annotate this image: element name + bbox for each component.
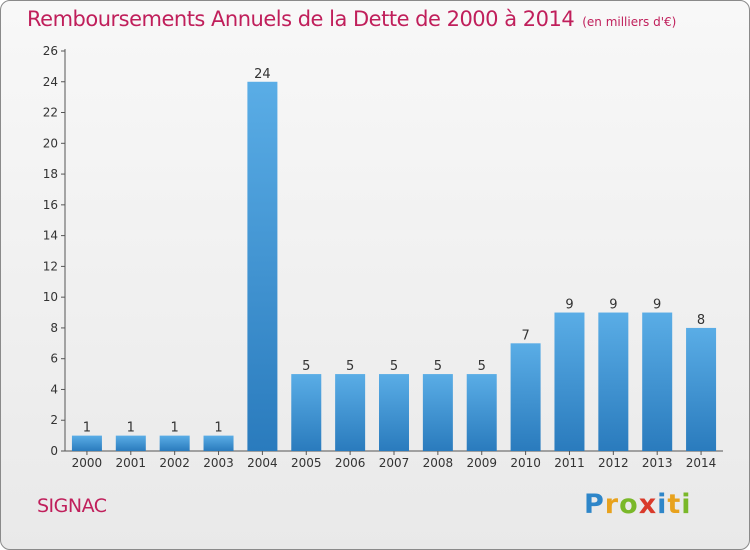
x-tick-label: 2009 — [466, 456, 497, 470]
y-tick-label: 10 — [43, 290, 58, 304]
bar — [686, 327, 717, 451]
chart-title: Remboursements Annuels de la Dette de 20… — [27, 7, 676, 31]
chart-unit: (en milliers d'€) — [582, 15, 677, 29]
y-tick-label: 22 — [43, 106, 58, 120]
data-label: 1 — [171, 421, 179, 436]
y-tick-label: 26 — [43, 44, 58, 58]
commune-name: SIGNAC — [37, 495, 107, 517]
data-label: 5 — [302, 359, 310, 374]
bar — [598, 312, 629, 451]
y-tick-label: 8 — [50, 321, 58, 335]
x-tick-label: 2006 — [335, 456, 366, 470]
x-tick-label: 2007 — [379, 456, 410, 470]
data-label: 7 — [521, 328, 529, 343]
data-label: 5 — [346, 359, 354, 374]
x-tick-label: 2005 — [291, 456, 322, 470]
bar — [642, 312, 673, 451]
y-tick-label: 4 — [50, 382, 58, 396]
data-label: 5 — [390, 359, 398, 374]
data-label: 24 — [254, 67, 271, 82]
y-tick-label: 18 — [43, 167, 58, 181]
logo-letter: t — [667, 489, 682, 520]
logo-letter: o — [619, 489, 639, 520]
data-label: 5 — [478, 359, 486, 374]
data-label: 8 — [697, 313, 705, 328]
y-tick-label: 14 — [43, 229, 58, 243]
data-label: 1 — [83, 421, 91, 436]
y-tick-label: 16 — [43, 198, 58, 212]
bar — [291, 374, 322, 451]
bar — [71, 435, 102, 451]
data-label: 9 — [653, 298, 661, 313]
bar — [203, 435, 234, 451]
logo-letter: x — [638, 489, 658, 520]
bar — [335, 374, 366, 451]
x-tick-label: 2013 — [642, 456, 673, 470]
y-tick-label: 12 — [43, 259, 58, 273]
bar — [379, 374, 409, 451]
x-tick-label: 2010 — [510, 456, 541, 470]
logo-letter: i — [681, 489, 692, 520]
bar — [247, 81, 278, 452]
proxiti-logo[interactable]: Proxiti — [584, 489, 692, 520]
data-label: 9 — [609, 298, 617, 313]
x-tick-label: 2003 — [203, 456, 234, 470]
data-label: 1 — [127, 421, 135, 436]
x-tick-label: 2001 — [116, 456, 147, 470]
bar — [159, 435, 190, 451]
y-tick-label: 2 — [50, 413, 58, 427]
logo-letter: r — [604, 489, 620, 520]
x-tick-label: 2012 — [598, 456, 629, 470]
x-tick-label: 2002 — [159, 456, 190, 470]
x-tick-label: 2000 — [72, 456, 103, 470]
data-label: 9 — [565, 298, 573, 313]
bar — [115, 435, 146, 451]
data-label: 1 — [214, 421, 222, 436]
y-tick-label: 24 — [43, 75, 58, 89]
bar — [422, 374, 453, 451]
bar — [510, 343, 541, 451]
y-tick-label: 0 — [50, 444, 58, 458]
y-tick-label: 20 — [43, 136, 58, 150]
x-tick-label: 2014 — [686, 456, 717, 470]
x-tick-label: 2008 — [423, 456, 454, 470]
x-tick-label: 2004 — [247, 456, 278, 470]
bar — [466, 374, 497, 451]
chart-title-text: Remboursements Annuels de la Dette de 20… — [27, 7, 575, 31]
data-label: 5 — [434, 359, 442, 374]
bars — [71, 81, 717, 452]
logo-letter: P — [584, 489, 605, 520]
labels: 2000 1 2001 1 2002 1 2003 1 2004 24 2005 5 2006 5 2007… — [72, 67, 717, 470]
bar — [554, 312, 585, 451]
x-tick-label: 2011 — [554, 456, 585, 470]
y-tick-label: 6 — [50, 352, 58, 366]
logo-letter: i — [657, 489, 668, 520]
